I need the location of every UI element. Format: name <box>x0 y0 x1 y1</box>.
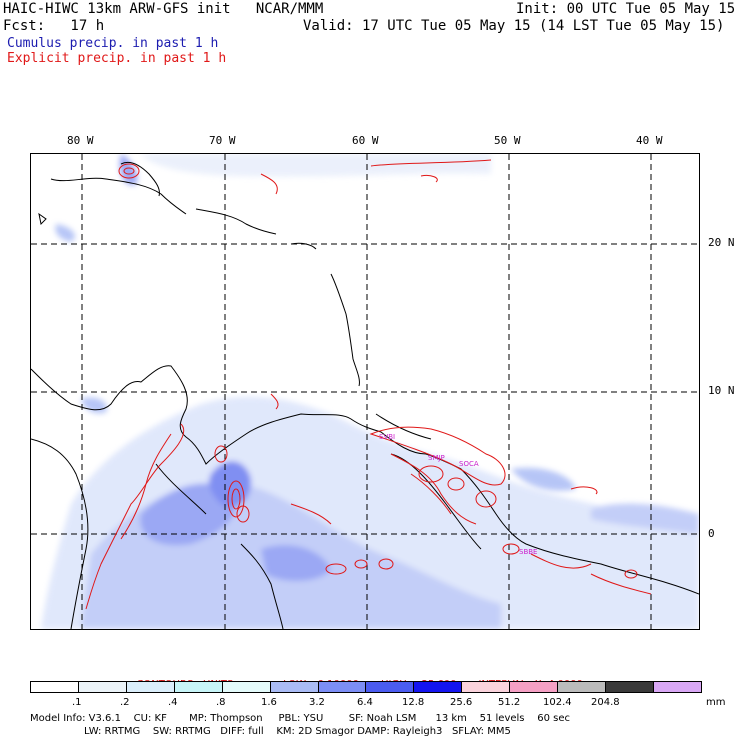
colorbar-label-4: 1.6 <box>261 697 277 708</box>
lat-label-10n: 10 N <box>708 384 735 397</box>
forecast-hour: Fcst: 17 h <box>3 18 105 34</box>
colorbar-label-7: 12.8 <box>402 697 425 708</box>
station-soca: SOCA <box>459 460 479 468</box>
colorbar-cell-7 <box>366 682 415 692</box>
precip-colorbar <box>30 681 702 693</box>
colorbar-label-1: .2 <box>120 697 130 708</box>
colorbar-cell-2 <box>126 682 175 692</box>
colorbar-label-5: 3.2 <box>309 697 325 708</box>
model-info-line2: LW: RRTMG SW: RRTMG DIFF: full KM: 2D Sm… <box>30 726 511 737</box>
colorbar-label-9: 51.2 <box>498 697 521 708</box>
colorbar-cell-1 <box>78 682 127 692</box>
lat-lon-grid <box>31 154 699 629</box>
station-smjp: SMJP <box>428 454 445 462</box>
model-info-line1: Model Info: V3.6.1 CU: KF MP: Thompson P… <box>30 713 570 724</box>
station-sbbe: SBBE <box>519 548 537 556</box>
init-time: Init: 00 UTC Tue 05 May 15 <box>516 1 736 17</box>
explicit-legend-label: Explicit precip. in past 1 h <box>7 51 227 66</box>
station-svbi: SVBI <box>379 433 395 441</box>
colorbar-cell-0 <box>31 682 79 692</box>
map-canvas: SVBI SMJP SOCA SBBE <box>31 154 699 629</box>
station-labels: SVBI SMJP SOCA SBBE <box>379 433 537 556</box>
coastlines <box>31 161 699 629</box>
colorbar-cell-3 <box>174 682 223 692</box>
colorbar-label-11: 204.8 <box>591 697 620 708</box>
lon-label-60w: 60 W <box>352 134 379 147</box>
colorbar-cell-9 <box>462 682 511 692</box>
valid-time: Valid: 17 UTC Tue 05 May 15 (14 LST Tue … <box>303 18 725 34</box>
colorbar-label-8: 25.6 <box>450 697 473 708</box>
precip-map: SVBI SMJP SOCA SBBE <box>30 153 700 630</box>
lat-label-0: 0 <box>708 527 715 540</box>
cumulus-precip-field <box>41 154 699 629</box>
colorbar-cell-10 <box>510 682 559 692</box>
lon-label-80w: 80 W <box>67 134 94 147</box>
colorbar-cell-12 <box>606 682 654 692</box>
colorbar-units: mm <box>706 697 726 708</box>
colorbar-label-3: .8 <box>216 697 226 708</box>
lat-label-20n: 20 N <box>708 236 735 249</box>
product-title: HAIC-HIWC 13km ARW-GFS init NCAR/MMM <box>3 1 324 17</box>
cumulus-legend-label: Cumulus precip. in past 1 h <box>7 36 219 51</box>
colorbar-cell-8 <box>414 682 463 692</box>
colorbar-label-6: 6.4 <box>357 697 373 708</box>
colorbar-label-0: .1 <box>72 697 82 708</box>
explicit-precip-contours <box>85 159 652 610</box>
lon-label-50w: 50 W <box>494 134 521 147</box>
colorbar-cell-6 <box>318 682 367 692</box>
colorbar-label-10: 102.4 <box>543 697 572 708</box>
lon-label-70w: 70 W <box>209 134 236 147</box>
colorbar-label-2: .4 <box>168 697 178 708</box>
colorbar-cell-5 <box>270 682 319 692</box>
colorbar-cell-13 <box>653 682 701 692</box>
colorbar-cell-4 <box>222 682 271 692</box>
colorbar-cell-11 <box>558 682 607 692</box>
lon-label-40w: 40 W <box>636 134 663 147</box>
